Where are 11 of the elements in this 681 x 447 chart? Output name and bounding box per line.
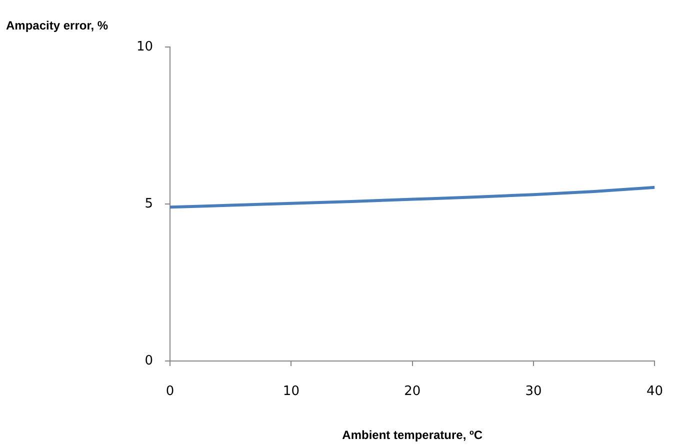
x-axis-title: Ambient temperature, ºC xyxy=(342,428,483,442)
y-tick-label: 10 xyxy=(136,39,153,54)
line-series xyxy=(170,186,655,209)
x-tick-label: 10 xyxy=(282,384,300,400)
x-tick-label: 40 xyxy=(646,384,663,400)
y-tick-label: 0 xyxy=(144,353,153,368)
x-tick-label: 30 xyxy=(525,384,542,400)
x-tick-label: 20 xyxy=(404,384,421,400)
y-tick-label: 5 xyxy=(144,196,153,212)
x-tick-label: 0 xyxy=(166,384,174,400)
y-axis-title: Ampacity error, % xyxy=(6,18,108,32)
